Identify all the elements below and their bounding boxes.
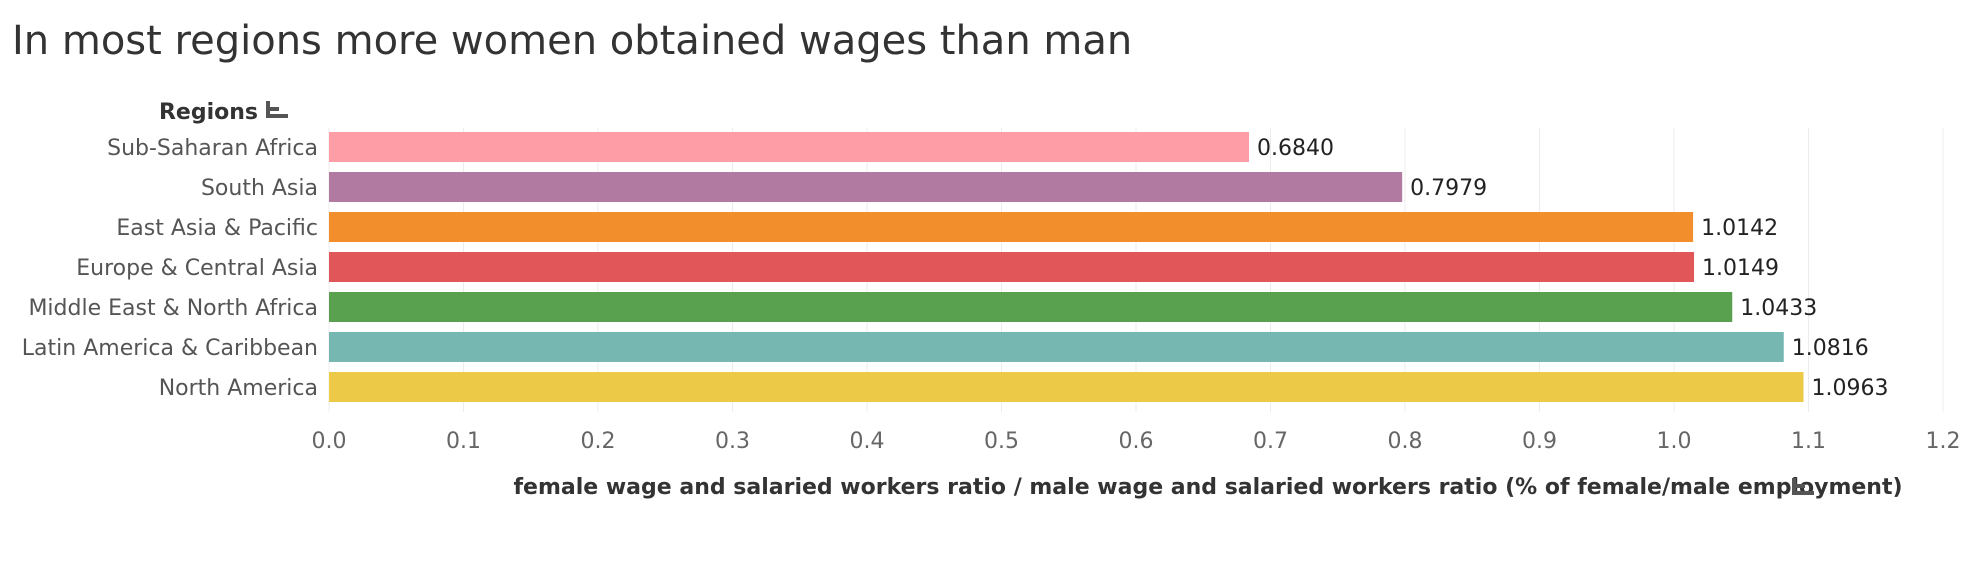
x-tick-label: 0.2 bbox=[581, 429, 616, 454]
category-labels: Sub-Saharan Africa South Asia East Asia & … bbox=[22, 136, 318, 401]
data-label: 0.6840 bbox=[1257, 136, 1334, 161]
x-tick-label: 0.0 bbox=[312, 429, 347, 454]
x-axis-ticks: 0.0 0.1 0.2 0.3 0.4 0.5 0.6 0.7 0.8 0.9 1.0 1.1 1.2 bbox=[312, 429, 1961, 454]
category-label: Middle East & North Africa bbox=[28, 296, 318, 321]
category-label: East Asia & Pacific bbox=[116, 216, 318, 241]
x-tick-label: 0.3 bbox=[715, 429, 750, 454]
data-label: 0.7979 bbox=[1410, 176, 1487, 201]
bar[interactable] bbox=[329, 252, 1695, 282]
category-label: Latin America & Caribbean bbox=[22, 336, 318, 361]
x-axis-title[interactable]: female wage and salaried workers ratio /… bbox=[513, 475, 1902, 500]
x-tick-label: 0.6 bbox=[1119, 429, 1154, 454]
x-tick-label: 0.4 bbox=[850, 429, 885, 454]
bar[interactable] bbox=[329, 372, 1804, 402]
chart-title: In most regions more women obtained wage… bbox=[12, 18, 1133, 64]
x-tick-label: 0.5 bbox=[984, 429, 1019, 454]
x-tick-label: 0.1 bbox=[446, 429, 481, 454]
bars bbox=[329, 132, 1804, 402]
bar[interactable] bbox=[329, 172, 1403, 202]
x-tick-label: 1.2 bbox=[1926, 429, 1961, 454]
category-label: Sub-Saharan Africa bbox=[107, 136, 318, 161]
data-label: 1.0433 bbox=[1740, 296, 1817, 321]
sort-descending-icon[interactable] bbox=[266, 101, 288, 118]
x-tick-label: 1.1 bbox=[1791, 429, 1826, 454]
value-labels: 0.6840 0.7979 1.0142 1.0149 1.0433 1.0816 1.09… bbox=[1257, 136, 1889, 401]
data-label: 1.0963 bbox=[1812, 376, 1889, 401]
category-label: Europe & Central Asia bbox=[76, 256, 318, 281]
bar[interactable] bbox=[329, 132, 1249, 162]
x-tick-label: 1.0 bbox=[1657, 429, 1692, 454]
bar[interactable] bbox=[329, 332, 1784, 362]
data-label: 1.0142 bbox=[1701, 216, 1778, 241]
category-label: South Asia bbox=[201, 176, 318, 201]
bar[interactable] bbox=[329, 292, 1733, 322]
x-tick-label: 0.9 bbox=[1522, 429, 1557, 454]
category-label: North America bbox=[159, 376, 318, 401]
y-axis-title[interactable]: Regions bbox=[159, 100, 258, 125]
data-label: 1.0816 bbox=[1792, 336, 1869, 361]
x-tick-label: 0.7 bbox=[1253, 429, 1288, 454]
x-tick-label: 0.8 bbox=[1388, 429, 1423, 454]
data-label: 1.0149 bbox=[1702, 256, 1779, 281]
sort-descending-icon[interactable] bbox=[1792, 478, 1814, 495]
bar[interactable] bbox=[329, 212, 1694, 242]
